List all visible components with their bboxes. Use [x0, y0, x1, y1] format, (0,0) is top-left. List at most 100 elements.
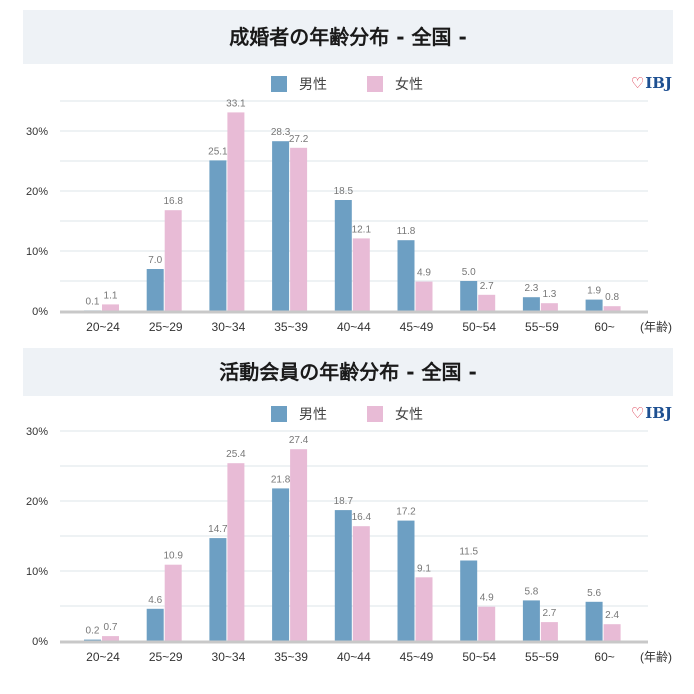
bar-female	[227, 463, 245, 641]
legend-label: 女性	[395, 407, 423, 423]
heart-icon: ♡	[630, 404, 645, 422]
data-label: 0.1	[86, 296, 100, 307]
data-label: 17.2	[396, 507, 416, 518]
data-label: 27.2	[289, 134, 309, 145]
chart-title: 成婚者の年齢分布 - 全国 -	[23, 10, 673, 64]
y-tick-label: 30%	[26, 126, 48, 138]
chart-panel-active: 活動会員の年齢分布 - 全国 - 男性 女性 ♡IBJ 0% 10% 20% 30% 0…	[0, 345, 694, 694]
data-label: 16.4	[352, 512, 372, 523]
bar-female	[352, 526, 370, 641]
bar-male	[522, 297, 540, 311]
bar-female	[290, 147, 308, 311]
data-label: 0.7	[104, 622, 118, 633]
x-tick-label: 25~29	[149, 650, 183, 664]
y-tick-label: 20%	[26, 496, 48, 508]
bar-female	[102, 636, 119, 641]
y-tick-label: 20%	[26, 186, 48, 198]
data-label: 11.5	[459, 547, 478, 558]
data-label: 33.1	[226, 98, 246, 109]
bar-female	[603, 624, 621, 641]
x-tick-label: 30~34	[212, 320, 246, 334]
bar-female	[102, 304, 119, 311]
bar-male	[585, 299, 603, 311]
bar-chart-married: 0% 10% 20% 30% 0.1 1.1 20~24 7.0 16.8 25~29 25.1 33…	[26, 98, 672, 334]
bar-female	[415, 577, 433, 641]
data-label: 2.7	[480, 281, 494, 292]
bar-chart-active: 0% 10% 20% 30% 0.2 0.7 20~24 4.6 10.9 25~29 14.7 25…	[26, 426, 672, 664]
data-label: 0.8	[605, 292, 619, 303]
data-label: 25.1	[208, 146, 228, 157]
data-label: 11.8	[397, 226, 416, 237]
legend-female: 女性	[367, 404, 423, 424]
x-axis-label: (年齢)	[640, 319, 672, 334]
y-tick-label: 0%	[32, 306, 48, 318]
bar-female	[540, 303, 558, 311]
bar-male	[209, 160, 227, 311]
data-label: 10.9	[163, 551, 183, 562]
legend-male: 男性	[271, 74, 327, 94]
data-label: 7.0	[148, 255, 162, 266]
legend-label: 男性	[299, 407, 327, 423]
data-label: 4.6	[148, 595, 162, 606]
bar-male	[146, 608, 164, 641]
data-label: 1.3	[542, 289, 556, 300]
x-tick-label: 40~44	[337, 320, 371, 334]
bar-female	[415, 281, 433, 311]
data-label: 1.9	[587, 286, 601, 297]
y-tick-label: 10%	[26, 566, 48, 578]
heart-icon: ♡	[630, 74, 645, 92]
data-label: 16.8	[163, 196, 183, 207]
bar-male	[522, 600, 540, 641]
x-tick-label: 50~54	[462, 320, 496, 334]
bar-male	[272, 488, 290, 641]
x-tick-label: 55~59	[525, 650, 559, 664]
legend: 男性 女性	[0, 404, 694, 424]
data-label: 9.1	[417, 563, 431, 574]
x-tick-label: 35~39	[274, 650, 308, 664]
data-label: 5.8	[524, 586, 538, 597]
bar-female	[164, 210, 182, 311]
bar-female	[478, 294, 496, 311]
data-label: 27.4	[289, 435, 309, 446]
x-tick-label: 60~	[594, 650, 614, 664]
data-label: 14.7	[208, 524, 228, 535]
data-label: 28.3	[271, 127, 291, 138]
data-label: 25.4	[226, 449, 246, 460]
bar-male	[585, 601, 603, 641]
data-label: 5.0	[462, 267, 476, 278]
x-tick-label: 30~34	[212, 650, 246, 664]
ibj-logo: ♡IBJ	[631, 74, 672, 92]
legend-swatch-male	[271, 76, 287, 92]
y-tick-label: 10%	[26, 246, 48, 258]
legend-label: 男性	[299, 77, 327, 93]
x-tick-label: 50~54	[462, 650, 496, 664]
bar-female	[227, 112, 245, 312]
bar-male	[460, 560, 478, 641]
bar-female	[603, 306, 621, 311]
x-tick-label: 45~49	[400, 320, 434, 334]
bar-male	[334, 510, 352, 641]
x-tick-label: 60~	[594, 320, 614, 334]
legend: 男性 女性	[0, 74, 694, 94]
bar-male	[84, 639, 101, 641]
bar-male	[397, 240, 415, 311]
bar-female	[164, 564, 182, 641]
data-label: 12.1	[352, 224, 372, 235]
data-label: 2.3	[524, 283, 538, 294]
x-tick-label: 25~29	[149, 320, 183, 334]
logo-text: IBJ	[645, 404, 672, 422]
data-label: 18.5	[334, 186, 354, 197]
legend-swatch-male	[271, 406, 287, 422]
x-tick-label: 20~24	[86, 320, 120, 334]
x-tick-label: 55~59	[525, 320, 559, 334]
legend-male: 男性	[271, 404, 327, 424]
legend-swatch-female	[367, 76, 383, 92]
x-tick-label: 20~24	[86, 650, 120, 664]
x-axis-label: (年齢)	[640, 649, 672, 664]
y-tick-label: 0%	[32, 636, 48, 648]
data-label: 2.7	[542, 608, 556, 619]
bar-male	[334, 200, 352, 311]
bar-female	[540, 622, 558, 641]
chart-panel-married: 成婚者の年齢分布 - 全国 - 男性 女性 ♡IBJ 0% 10% 20% 30% 0.…	[0, 0, 694, 345]
data-label: 4.9	[480, 593, 494, 604]
